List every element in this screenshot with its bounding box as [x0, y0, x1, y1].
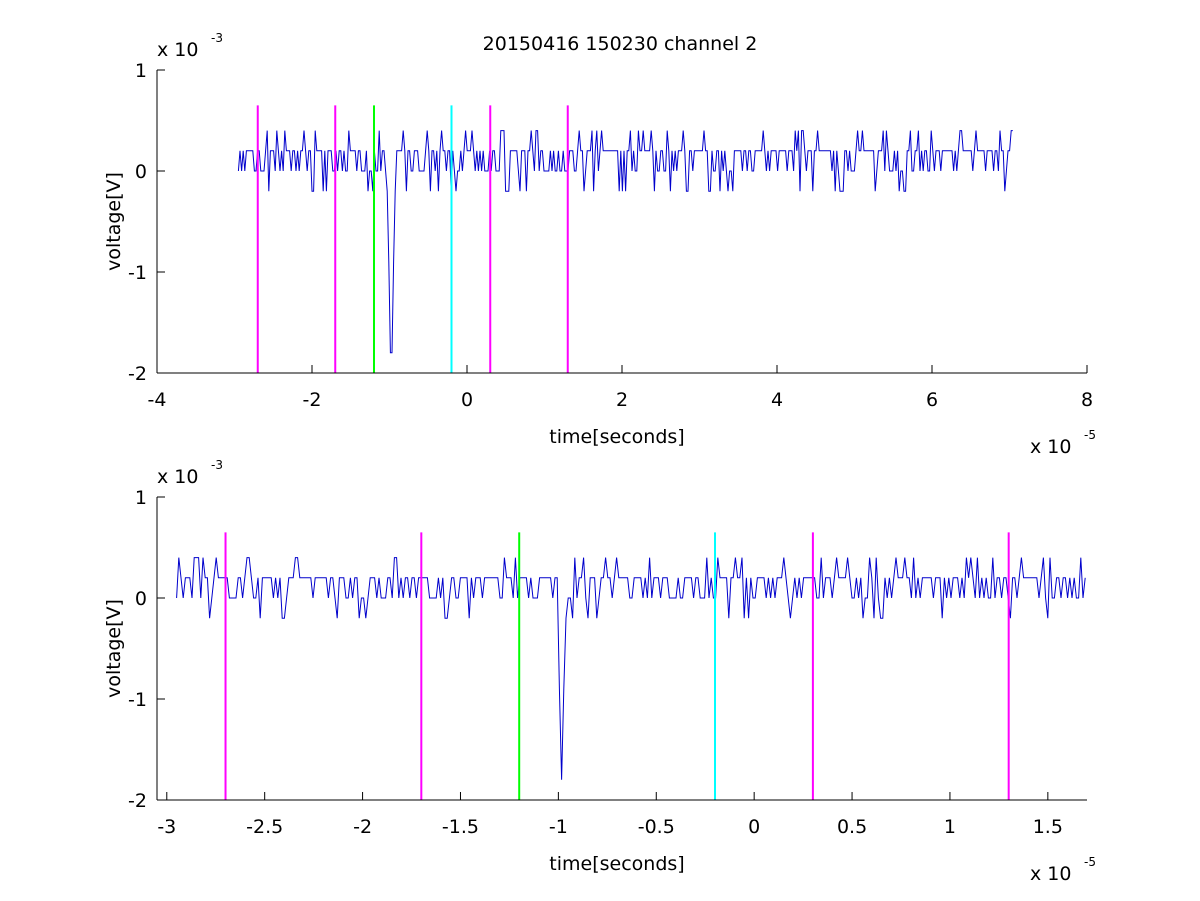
y-tick-label: 0 [135, 588, 147, 610]
y-multiplier-exponent: -3 [211, 31, 223, 45]
y-tick-label: 0 [135, 161, 147, 183]
x-tick-label: 6 [926, 389, 938, 411]
x-multiplier: x 10 [1030, 436, 1071, 458]
bottom-axes: -3 -2.5 -2 -1.5 -1 -0.5 0 0.5 1 1.5 -2 -1 0 1 time[sec… [103, 458, 1096, 885]
x-multiplier-exponent: -5 [1084, 428, 1096, 442]
x-tick-label: 4 [771, 389, 783, 411]
y-axis-label: voltage[V] [103, 172, 125, 271]
y-tick-label: 1 [135, 487, 147, 509]
x-tick-label: -0.5 [638, 816, 675, 838]
x-tick-label: -3 [157, 816, 176, 838]
x-tick-label: -4 [148, 389, 167, 411]
x-axis-label: time[seconds] [549, 853, 684, 875]
x-axis-label: time[seconds] [549, 426, 684, 448]
x-tick-label: 1.5 [1033, 816, 1063, 838]
y-tick-label: -2 [128, 790, 147, 812]
x-tick-label: -1 [549, 816, 568, 838]
x-tick-label: 1 [944, 816, 956, 838]
y-axis-label: voltage[V] [103, 599, 125, 698]
y-tick-label: 1 [135, 60, 147, 82]
signal-trace [176, 557, 1086, 780]
x-tick-label: 0 [748, 816, 760, 838]
y-tick-label: -2 [128, 363, 147, 385]
x-tick-label: -2 [303, 389, 322, 411]
x-tick-label: -1.5 [442, 816, 479, 838]
x-tick-label: 8 [1081, 389, 1093, 411]
y-tick-label: -1 [128, 689, 147, 711]
y-tick-label: -1 [128, 262, 147, 284]
x-tick-label: 0.5 [837, 816, 867, 838]
x-tick-label: -2 [353, 816, 372, 838]
y-multiplier-exponent: -3 [211, 458, 223, 472]
y-multiplier: x 10 [157, 39, 198, 61]
x-tick-label: 0 [461, 389, 473, 411]
signal-trace [237, 130, 1013, 354]
figure-title: 20150416 150230 channel 2 [483, 33, 758, 55]
x-tick-label: 2 [616, 389, 628, 411]
x-multiplier: x 10 [1030, 863, 1071, 885]
y-multiplier: x 10 [157, 466, 198, 488]
top-axes: -4 -2 0 2 4 6 8-2-101time[seconds]voltage[V]x … [103, 31, 1096, 458]
x-multiplier-exponent: -5 [1084, 855, 1096, 869]
x-tick-label: -2.5 [246, 816, 283, 838]
